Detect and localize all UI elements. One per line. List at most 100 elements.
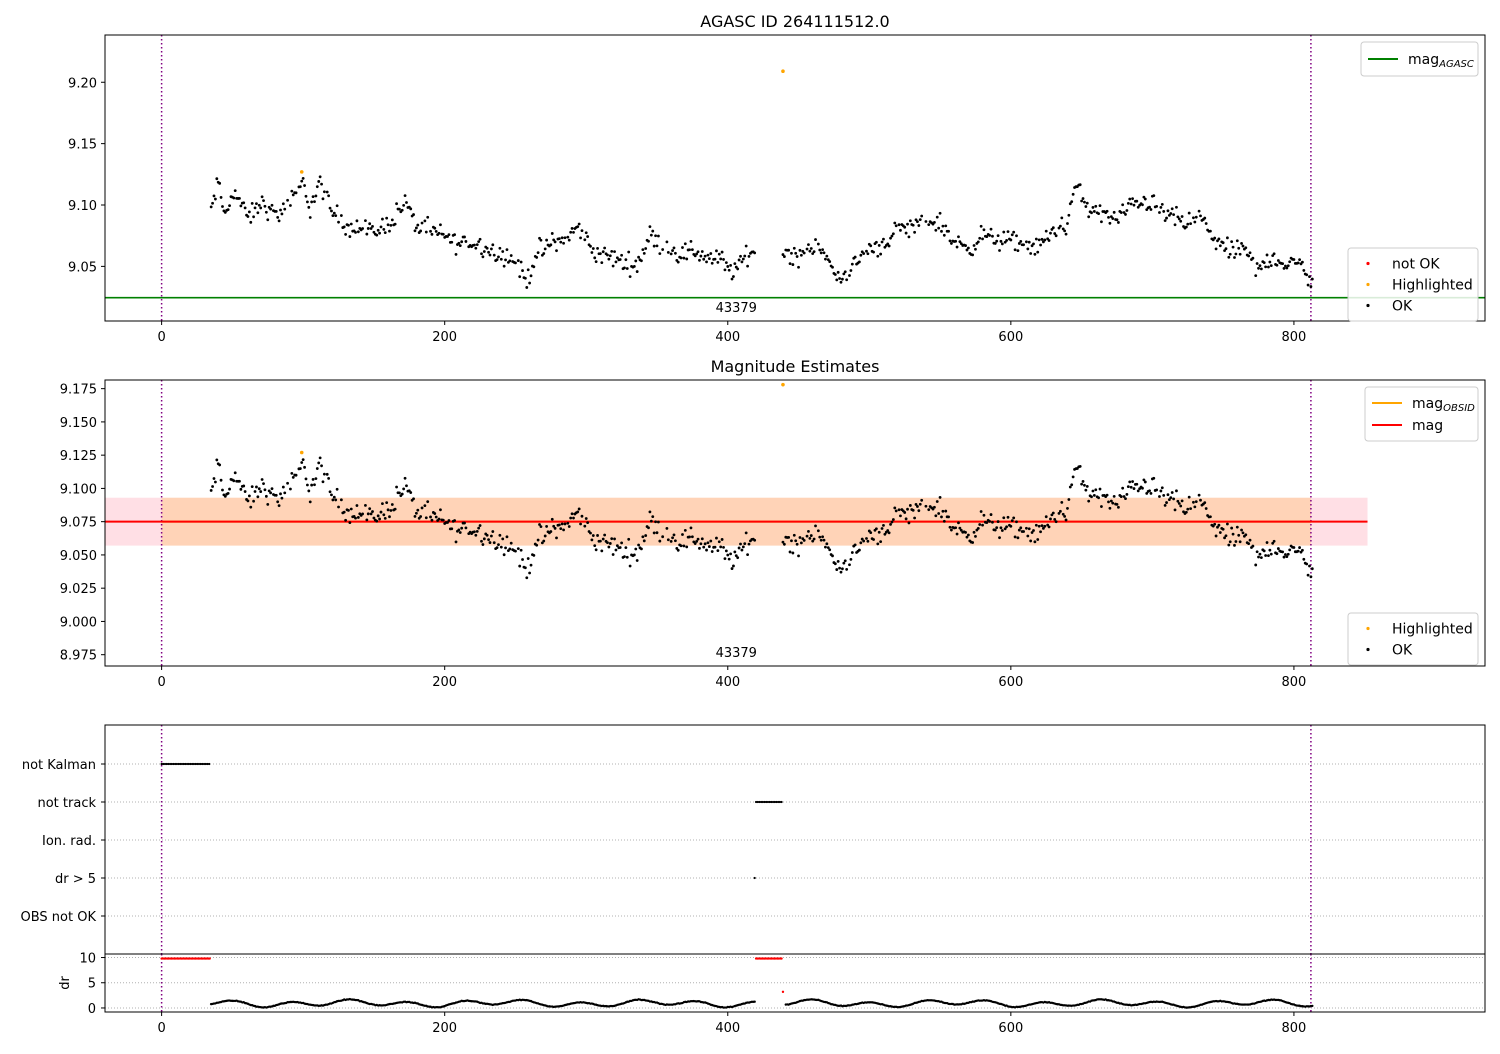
ok-point — [393, 222, 397, 226]
ok-point — [1254, 274, 1258, 278]
ok-point — [1264, 554, 1268, 557]
ok-point — [713, 545, 717, 549]
ok-point — [252, 215, 256, 219]
ok-point — [652, 531, 656, 535]
ok-point — [1268, 260, 1272, 264]
ok-point — [557, 237, 561, 241]
ok-point — [218, 181, 222, 185]
ok-point — [528, 571, 532, 575]
ok-point — [637, 255, 640, 259]
ok-point — [381, 502, 384, 506]
ok-point — [381, 217, 384, 221]
ok-point — [934, 514, 938, 518]
ok-point — [848, 563, 851, 567]
ok-point — [474, 246, 478, 250]
ok-point — [897, 508, 901, 512]
ok-point — [378, 231, 381, 235]
ok-point — [458, 531, 462, 534]
highlighted-point — [781, 69, 785, 74]
ok-point — [1235, 525, 1239, 529]
ok-point — [736, 267, 740, 271]
ok-point — [243, 490, 247, 493]
ok-point — [658, 539, 662, 543]
ok-point — [424, 516, 428, 520]
ok-point — [1217, 523, 1221, 527]
ok-point — [937, 512, 941, 515]
mag-legend-top-label: mag — [1412, 418, 1443, 434]
ok-point — [420, 221, 424, 225]
ok-point — [1135, 199, 1139, 203]
ok-point — [1107, 216, 1110, 219]
ok-point — [724, 261, 728, 265]
ok-point — [1064, 518, 1068, 522]
ok-point — [1169, 212, 1173, 215]
ok-point — [782, 542, 786, 546]
ok-point — [966, 246, 970, 250]
ok-point — [1049, 231, 1052, 235]
ok-point — [586, 521, 590, 525]
ok-point — [917, 224, 921, 227]
ok-point — [562, 241, 565, 245]
highlighted-point — [299, 450, 304, 455]
ok-point — [935, 500, 939, 503]
ok-point — [281, 202, 285, 206]
flag-label: not Kalman — [22, 758, 96, 773]
ok-point — [948, 239, 952, 243]
ok-point — [842, 272, 846, 276]
ok-point — [1167, 498, 1171, 502]
ok-point — [263, 204, 267, 208]
ok-point — [826, 258, 830, 262]
ok-point — [938, 496, 942, 499]
ok-point — [242, 484, 246, 488]
ok-point — [1019, 526, 1023, 530]
ok-point — [611, 553, 615, 556]
ok-point — [740, 260, 744, 264]
ok-point — [327, 477, 331, 480]
ok-point — [1043, 238, 1047, 242]
ok-point — [835, 568, 839, 571]
ok-point — [330, 209, 333, 213]
ok-point — [269, 491, 272, 495]
agasc-y-tick-label: 9.15 — [68, 138, 97, 153]
ok-point — [1217, 237, 1221, 241]
ok-point — [957, 521, 960, 525]
ok-point — [809, 247, 813, 250]
ok-point — [416, 223, 420, 227]
highlighted-point — [299, 170, 304, 174]
ok-point — [826, 546, 830, 550]
ok-point — [620, 541, 624, 545]
ok-point — [482, 250, 486, 253]
ok-point — [342, 510, 346, 514]
ok-point — [1302, 557, 1306, 561]
ok-point — [709, 539, 713, 543]
ok-point — [400, 208, 404, 212]
ok-point — [304, 477, 308, 481]
ok-point — [850, 551, 854, 554]
ok-point — [1172, 497, 1176, 501]
ok-point — [490, 247, 493, 251]
ok-point — [320, 464, 323, 468]
flag-label: not track — [37, 796, 96, 811]
ok-point — [833, 562, 837, 566]
ok-point — [1231, 245, 1235, 249]
ok-point — [944, 509, 948, 513]
ok-point — [1002, 230, 1006, 234]
ok-point — [1158, 495, 1161, 498]
ok-point — [955, 532, 959, 536]
ok-point — [1043, 524, 1047, 528]
ok-point — [211, 485, 214, 488]
ok-point — [1098, 487, 1102, 491]
ok-point — [985, 235, 989, 238]
ok-point — [1012, 230, 1016, 234]
ok-point — [332, 495, 336, 499]
ok-point — [291, 476, 295, 479]
ok-point — [1268, 548, 1272, 552]
ok-point — [913, 230, 916, 234]
ok-point — [974, 534, 977, 538]
ok-point — [550, 517, 554, 521]
ok-point — [1199, 498, 1202, 502]
ok-point — [698, 546, 701, 550]
ok-point — [529, 563, 533, 567]
ok-point — [450, 527, 454, 531]
ok-point — [858, 548, 861, 552]
